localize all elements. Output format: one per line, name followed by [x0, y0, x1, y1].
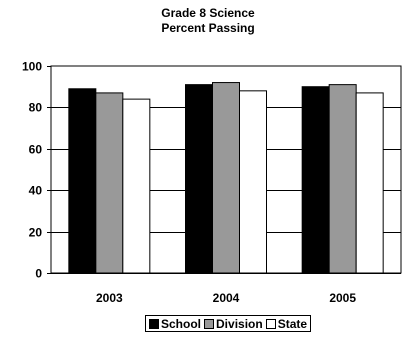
chart-title: Grade 8 Science	[161, 6, 255, 20]
y-tick-label: 100	[22, 60, 42, 74]
x-tick-label: 2003	[96, 291, 123, 305]
legend-swatch-state	[265, 318, 276, 329]
legend-label-school: School	[161, 316, 202, 331]
legend-label-division: Division	[216, 316, 263, 331]
x-tick-label: 2005	[329, 291, 356, 305]
y-tick-label: 80	[29, 101, 43, 115]
chart-legend: School Division State	[145, 315, 311, 332]
bar-state-2004	[239, 90, 267, 274]
bar-school-2003	[68, 88, 97, 274]
bar-division-2003	[95, 92, 124, 274]
legend-item-school: School	[149, 317, 201, 331]
bar-division-2004	[212, 82, 240, 274]
bar-school-2005	[301, 86, 330, 274]
bar-division-2005	[328, 84, 357, 274]
y-tick-label: 40	[29, 184, 43, 198]
y-tick-label: 20	[29, 226, 43, 240]
bar-state-2005	[355, 92, 384, 274]
x-tick-label: 2004	[213, 291, 240, 305]
legend-item-division: Division	[204, 317, 263, 331]
y-tick-label: 60	[29, 143, 43, 157]
chart-subtitle: Percent Passing	[161, 21, 255, 35]
bar-state-2003	[122, 98, 151, 274]
bar-school-2004	[185, 84, 213, 274]
y-tick-label: 0	[35, 267, 42, 281]
legend-item-state: State	[265, 316, 308, 331]
legend-swatch-school	[149, 318, 159, 329]
legend-swatch-division	[204, 318, 215, 329]
legend-label-state: State	[277, 316, 308, 331]
